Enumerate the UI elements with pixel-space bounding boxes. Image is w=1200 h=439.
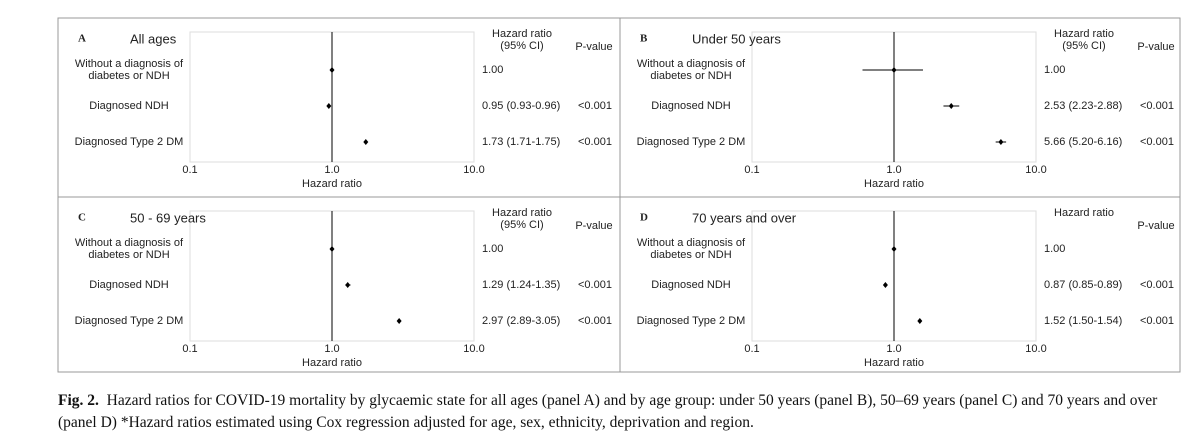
point — [363, 139, 369, 145]
point — [891, 246, 897, 252]
caption-text: Hazard ratios for COVID-19 mortality by … — [58, 392, 1158, 431]
point — [882, 282, 888, 288]
point — [329, 67, 335, 73]
hr-header: (95% CI) — [500, 219, 543, 231]
value-label: 1.00 — [1044, 64, 1065, 76]
category-label: Diagnosed Type 2 DM — [74, 136, 184, 148]
category-label: Without a diagnosis of diabetes or NDH — [74, 58, 184, 82]
category-box: Without a diagnosis of diabetes or NDH — [74, 237, 184, 261]
x-tick-label: 0.1 — [744, 164, 759, 176]
x-tick-label: 10.0 — [1025, 343, 1046, 355]
point — [345, 282, 351, 288]
value-label: 2.97 (2.89-3.05) — [482, 315, 560, 327]
point — [998, 139, 1004, 145]
category-box: Diagnosed NDH — [651, 100, 731, 112]
category-box: Diagnosed Type 2 DM — [636, 315, 746, 327]
x-axis-label: Hazard ratio — [302, 178, 362, 190]
x-tick-label: 1.0 — [886, 164, 901, 176]
caption: Fig. 2. Hazard ratios for COVID-19 morta… — [58, 390, 1198, 434]
category-box: Diagnosed NDH — [89, 279, 169, 291]
category-box: Diagnosed Type 2 DM — [636, 136, 746, 148]
category-box: Without a diagnosis of diabetes or NDH — [636, 58, 746, 82]
p-value: <0.001 — [1140, 279, 1174, 291]
hr-header: Hazard ratio — [1054, 207, 1114, 219]
category-label: Without a diagnosis of diabetes or NDH — [636, 58, 746, 82]
x-axis-label: Hazard ratio — [864, 357, 924, 369]
value-label: 1.29 (1.24-1.35) — [482, 279, 560, 291]
category-box: Diagnosed Type 2 DM — [74, 315, 184, 327]
category-label: Diagnosed NDH — [89, 279, 169, 291]
point — [326, 103, 332, 109]
p-header: P-value — [575, 220, 612, 232]
panel-title: 50 - 69 years — [130, 210, 206, 225]
panel-title: 70 years and over — [692, 210, 797, 225]
x-tick-label: 10.0 — [463, 164, 484, 176]
point — [948, 103, 954, 109]
hr-header: (95% CI) — [500, 40, 543, 52]
hr-header: Hazard ratio — [492, 28, 552, 40]
panel-letter: B — [640, 33, 648, 45]
category-box: Diagnosed Type 2 DM — [74, 136, 184, 148]
point — [917, 318, 923, 324]
p-value: <0.001 — [1140, 315, 1174, 327]
value-label: 1.00 — [482, 64, 503, 76]
category-box: Without a diagnosis of diabetes or NDH — [74, 58, 184, 82]
panel-letter: A — [78, 33, 86, 45]
value-label: 1.52 (1.50-1.54) — [1044, 315, 1122, 327]
panel-title: Under 50 years — [692, 31, 781, 46]
caption-label: Fig. 2. — [58, 392, 99, 409]
x-tick-label: 1.0 — [324, 343, 339, 355]
x-tick-label: 0.1 — [744, 343, 759, 355]
p-header: P-value — [1137, 220, 1174, 232]
x-tick-label: 10.0 — [463, 343, 484, 355]
p-value: <0.001 — [1140, 100, 1174, 112]
p-value: <0.001 — [578, 315, 612, 327]
value-label: 1.00 — [482, 243, 503, 255]
p-value: <0.001 — [578, 279, 612, 291]
hr-header: Hazard ratio — [492, 207, 552, 219]
p-value: <0.001 — [1140, 136, 1174, 148]
category-label: Diagnosed Type 2 DM — [636, 315, 746, 327]
x-tick-label: 1.0 — [886, 343, 901, 355]
category-box: Diagnosed NDH — [651, 279, 731, 291]
panel-letter: C — [78, 212, 86, 224]
value-label: 1.00 — [1044, 243, 1065, 255]
category-label: Without a diagnosis of diabetes or NDH — [636, 237, 746, 261]
value-label: 1.73 (1.71-1.75) — [482, 136, 560, 148]
x-tick-label: 0.1 — [182, 343, 197, 355]
x-tick-label: 10.0 — [1025, 164, 1046, 176]
value-label: 2.53 (2.23-2.88) — [1044, 100, 1122, 112]
x-axis-label: Hazard ratio — [864, 178, 924, 190]
panel-letter: D — [640, 212, 648, 224]
x-tick-label: 0.1 — [182, 164, 197, 176]
p-value: <0.001 — [578, 136, 612, 148]
p-header: P-value — [575, 41, 612, 53]
p-value: <0.001 — [578, 100, 612, 112]
value-label: 0.87 (0.85-0.89) — [1044, 279, 1122, 291]
p-header: P-value — [1137, 41, 1174, 53]
value-label: 0.95 (0.93-0.96) — [482, 100, 560, 112]
panel-border — [619, 196, 1181, 373]
category-label: Diagnosed Type 2 DM — [74, 315, 184, 327]
category-label: Without a diagnosis of diabetes or NDH — [74, 237, 184, 261]
x-tick-label: 1.0 — [324, 164, 339, 176]
hr-header: (95% CI) — [1062, 40, 1105, 52]
category-label: Diagnosed NDH — [89, 100, 169, 112]
hr-header: Hazard ratio — [1054, 28, 1114, 40]
point — [396, 318, 402, 324]
category-box: Diagnosed NDH — [89, 100, 169, 112]
category-label: Diagnosed NDH — [651, 279, 731, 291]
category-label: Diagnosed NDH — [651, 100, 731, 112]
panel-title: All ages — [130, 31, 177, 46]
x-axis-label: Hazard ratio — [302, 357, 362, 369]
category-label: Diagnosed Type 2 DM — [636, 136, 746, 148]
value-label: 5.66 (5.20-6.16) — [1044, 136, 1122, 148]
category-box: Without a diagnosis of diabetes or NDH — [636, 237, 746, 261]
point — [329, 246, 335, 252]
point — [891, 67, 897, 73]
